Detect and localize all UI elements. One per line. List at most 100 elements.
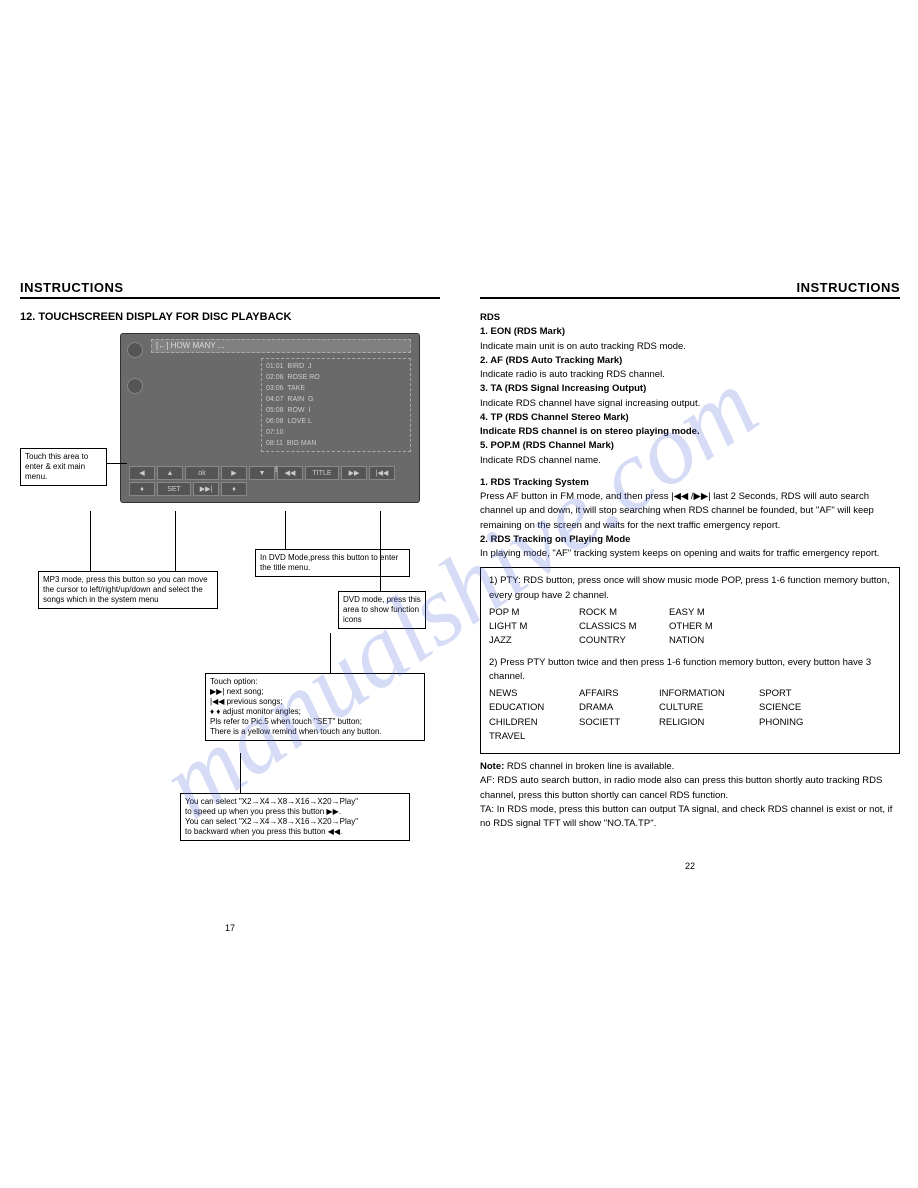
box1-cell: COUNTRY xyxy=(579,634,669,648)
tp-text: Indicate RDS channel is on stereo playin… xyxy=(480,425,900,439)
down2-button: ♦ xyxy=(221,482,247,496)
disc-icon xyxy=(127,342,143,358)
touch-opt-next: ▶▶| next song; xyxy=(210,687,420,697)
up2-button: ♦ xyxy=(129,482,155,496)
track-row: 02:06 ROSE RO xyxy=(266,372,406,383)
title-button: TITLE xyxy=(305,466,339,480)
box2-cell: CHILDREN xyxy=(489,716,579,730)
left-button: ◀ xyxy=(129,466,155,480)
box2-cell: PHONING xyxy=(759,716,839,730)
box2-cell: EDUCATION xyxy=(489,701,579,715)
box1-cell: EASY M xyxy=(669,606,759,620)
track-row: 01:01 BIRD J xyxy=(266,361,406,372)
up-button: ▲ xyxy=(157,466,183,480)
track-list: 01:01 BIRD J 02:06 ROSE RO 03:06 TAKE 04… xyxy=(261,358,411,452)
track1-heading: 1. RDS Tracking System xyxy=(480,476,900,490)
pop-heading: 5. POP.M (RDS Channel Mark) xyxy=(480,439,900,453)
callout-dvd-icons: DVD mode, press this area to show functi… xyxy=(338,591,426,629)
box2-cell xyxy=(659,730,759,744)
next-button: ▶▶| xyxy=(193,482,219,496)
callout-dvd-title: In DVD Mode,press this button to enter t… xyxy=(255,549,410,577)
box2-cell: RELIGION xyxy=(659,716,759,730)
box2-cell: NEWS xyxy=(489,687,579,701)
box2-cell: SCIENCE xyxy=(759,701,839,715)
track-row: 07:10 xyxy=(266,427,406,438)
box1-table: POP M ROCK M EASY M LIGHT M CLASSICS M O… xyxy=(489,606,891,649)
page-number-right: 22 xyxy=(480,861,900,871)
track-row: 05:08 ROW I xyxy=(266,405,406,416)
track-row: 08:11 BIG MAN xyxy=(266,438,406,449)
down-button: ▼ xyxy=(249,466,275,480)
touchscreen-screenshot: [←] HOW MANY ... 01:01 BIRD J 02:06 ROSE… xyxy=(120,333,420,503)
return-icon xyxy=(127,378,143,394)
track2-text: In playing mode, "AF" tracking system ke… xyxy=(480,547,900,561)
box2-cell xyxy=(579,730,659,744)
rds-heading: RDS xyxy=(480,311,900,325)
speed-line: to backward when you press this button ◀… xyxy=(185,827,405,837)
rds-box: 1) PTY: RDS button, press once will show… xyxy=(480,567,900,754)
tp-heading: 4. TP (RDS Channel Stereo Mark) xyxy=(480,411,900,425)
box1-cell: LIGHT M xyxy=(489,620,579,634)
box1-cell: OTHER M xyxy=(669,620,759,634)
speed-line: You can select "X2→X4→X8→X16→X20→Play" xyxy=(185,797,405,807)
touch-opt-prev: |◀◀ previous songs; xyxy=(210,697,420,707)
note-block: Note: RDS channel in broken line is avai… xyxy=(480,760,900,774)
box1-intro: 1) PTY: RDS button, press once will show… xyxy=(489,574,891,603)
box2-cell: SOCIETT xyxy=(579,716,659,730)
box2-cell: DRAMA xyxy=(579,701,659,715)
box2-cell: AFFAIRS xyxy=(579,687,659,701)
note-heading: Note: xyxy=(480,761,504,772)
ta-text: Indicate RDS channel have signal increas… xyxy=(480,397,900,411)
track-row: 06:08 LOVE L xyxy=(266,416,406,427)
pop-text: Indicate RDS channel name. xyxy=(480,454,900,468)
speed-line: to speed up when you press this button ▶… xyxy=(185,807,405,817)
section-title: 12. TOUCHSCREEN DISPLAY FOR DISC PLAYBAC… xyxy=(20,311,440,323)
note-text2: AF: RDS auto search button, in radio mod… xyxy=(480,774,900,803)
box2-table: NEWS AFFAIRS INFORMATION SPORT EDUCATION… xyxy=(489,687,891,744)
screen-buttons-row: ◀ ▲ ok ▶ ▼ ◀◀ TITLE ▶▶ |◀◀ ♦ SET ▶▶| ♦ xyxy=(129,466,411,496)
rewind-button: ◀◀ xyxy=(277,466,303,480)
header-right: INSTRUCTIONS xyxy=(480,280,900,299)
box2-cell: SPORT xyxy=(759,687,839,701)
touch-opt-heading: Touch option: xyxy=(210,677,420,687)
right-button: ▶ xyxy=(221,466,247,480)
af-heading: 2. AF (RDS Auto Tracking Mark) xyxy=(480,354,900,368)
eon-text: Indicate main unit is on auto tracking R… xyxy=(480,340,900,354)
set-button: SET xyxy=(157,482,191,496)
page-number-left: 17 xyxy=(20,923,440,933)
touch-opt-set: Pls refer to Pic.5 when touch "SET" butt… xyxy=(210,717,420,727)
box2-intro: 2) Press PTY button twice and then press… xyxy=(489,656,891,685)
section-title-text: TOUCHSCREEN DISPLAY FOR DISC PLAYBACK xyxy=(38,311,291,323)
section-number: 12. xyxy=(20,311,35,323)
ok-button: ok xyxy=(185,466,219,480)
eon-heading: 1. EON (RDS Mark) xyxy=(480,325,900,339)
track-row: 04:07 RAIN G xyxy=(266,394,406,405)
box1-cell: ROCK M xyxy=(579,606,669,620)
touch-opt-yellow: There is a yellow remind when touch any … xyxy=(210,727,420,737)
box1-cell: NATION xyxy=(669,634,759,648)
page-left: INSTRUCTIONS 12. TOUCHSCREEN DISPLAY FOR… xyxy=(20,280,440,933)
speed-line: You can select "X2→X4→X8→X16→X20→Play" xyxy=(185,817,405,827)
screen-marquee: [←] HOW MANY ... xyxy=(151,339,411,353)
callout-mp3: MP3 mode, press this button so you can m… xyxy=(38,571,218,609)
track-row: 03:06 TAKE xyxy=(266,383,406,394)
rds-body: RDS 1. EON (RDS Mark) Indicate main unit… xyxy=(480,311,900,831)
box2-cell xyxy=(759,730,839,744)
callout-speed: You can select "X2→X4→X8→X16→X20→Play" t… xyxy=(180,793,410,841)
box2-cell: TRAVEL xyxy=(489,730,579,744)
callout-menu: Touch this area to enter & exit main men… xyxy=(20,448,107,486)
forward-button: ▶▶ xyxy=(341,466,367,480)
box1-cell: JAZZ xyxy=(489,634,579,648)
ta-heading: 3. TA (RDS Signal Increasing Output) xyxy=(480,382,900,396)
box1-cell: POP M xyxy=(489,606,579,620)
header-left: INSTRUCTIONS xyxy=(20,280,440,299)
box1-cell: CLASSICS M xyxy=(579,620,669,634)
callout-touch-options: Touch option: ▶▶| next song; |◀◀ previou… xyxy=(205,673,425,741)
track2-heading: 2. RDS Tracking on Playing Mode xyxy=(480,533,900,547)
af-text: Indicate radio is auto tracking RDS chan… xyxy=(480,368,900,382)
page-right: INSTRUCTIONS RDS 1. EON (RDS Mark) Indic… xyxy=(480,280,900,871)
touch-opt-angle: ♦ ♦ adjust monitor angles; xyxy=(210,707,420,717)
note-text3: TA: In RDS mode, press this button can o… xyxy=(480,803,900,832)
box2-cell: CULTURE xyxy=(659,701,759,715)
box2-cell: INFORMATION xyxy=(659,687,759,701)
